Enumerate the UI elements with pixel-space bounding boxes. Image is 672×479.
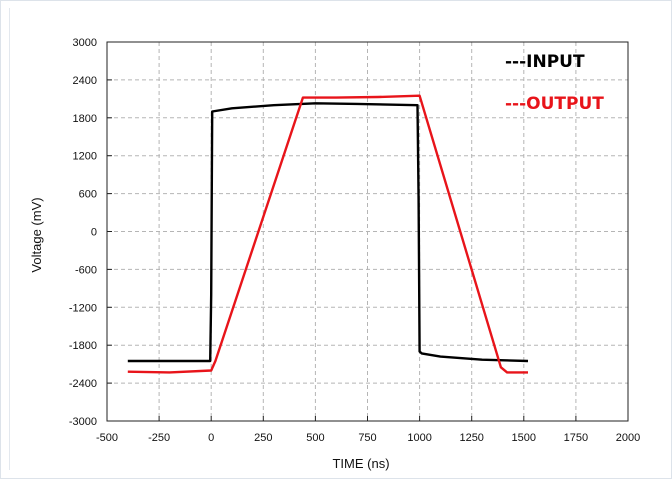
y-tick-label: -1800 (69, 340, 97, 352)
x-tick-label: 2000 (616, 432, 640, 444)
plot-area-border (106, 41, 629, 422)
legend: ---INPUT ---OUTPUT (505, 52, 604, 114)
tick-labels: -500 -250 0 250 500 750 1000 1250 1500 1750 2000 30… (69, 37, 640, 444)
x-tick-label: 1250 (459, 432, 483, 444)
x-tick-label: 500 (306, 432, 324, 444)
series-line-input (127, 102, 529, 363)
series-line-output (127, 94, 528, 374)
x-tick-label: -250 (148, 432, 170, 444)
x-tick-label: 0 (208, 432, 214, 444)
x-tick-label: 1500 (512, 432, 536, 444)
y-tick-label: -2400 (69, 378, 97, 390)
x-tick-label: 250 (254, 432, 272, 444)
y-tick-label: 600 (79, 189, 97, 201)
y-tick-label: 1800 (73, 113, 97, 125)
y-tick-label: 3000 (73, 37, 97, 49)
legend-entry-output: ---OUTPUT (505, 94, 604, 114)
x-tick-label: 1750 (564, 432, 588, 444)
series-lines (127, 94, 529, 374)
y-tick-label: -1200 (69, 302, 97, 314)
y-tick-label: 0 (91, 227, 97, 239)
x-tick-label: 750 (358, 432, 376, 444)
x-tick-label: 1000 (407, 432, 431, 444)
y-axis-title: Voltage (mV) (29, 197, 44, 272)
axes (106, 41, 629, 422)
y-tick-label: -600 (75, 264, 97, 276)
y-tick-label: -3000 (69, 416, 97, 428)
x-axis-title: TIME (ns) (332, 456, 389, 471)
x-tick-label: -500 (96, 432, 118, 444)
y-tick-label: 1200 (73, 151, 97, 163)
legend-entry-input: ---INPUT (505, 52, 585, 72)
frame-divider (9, 8, 10, 470)
y-tick-label: 2400 (73, 75, 97, 87)
